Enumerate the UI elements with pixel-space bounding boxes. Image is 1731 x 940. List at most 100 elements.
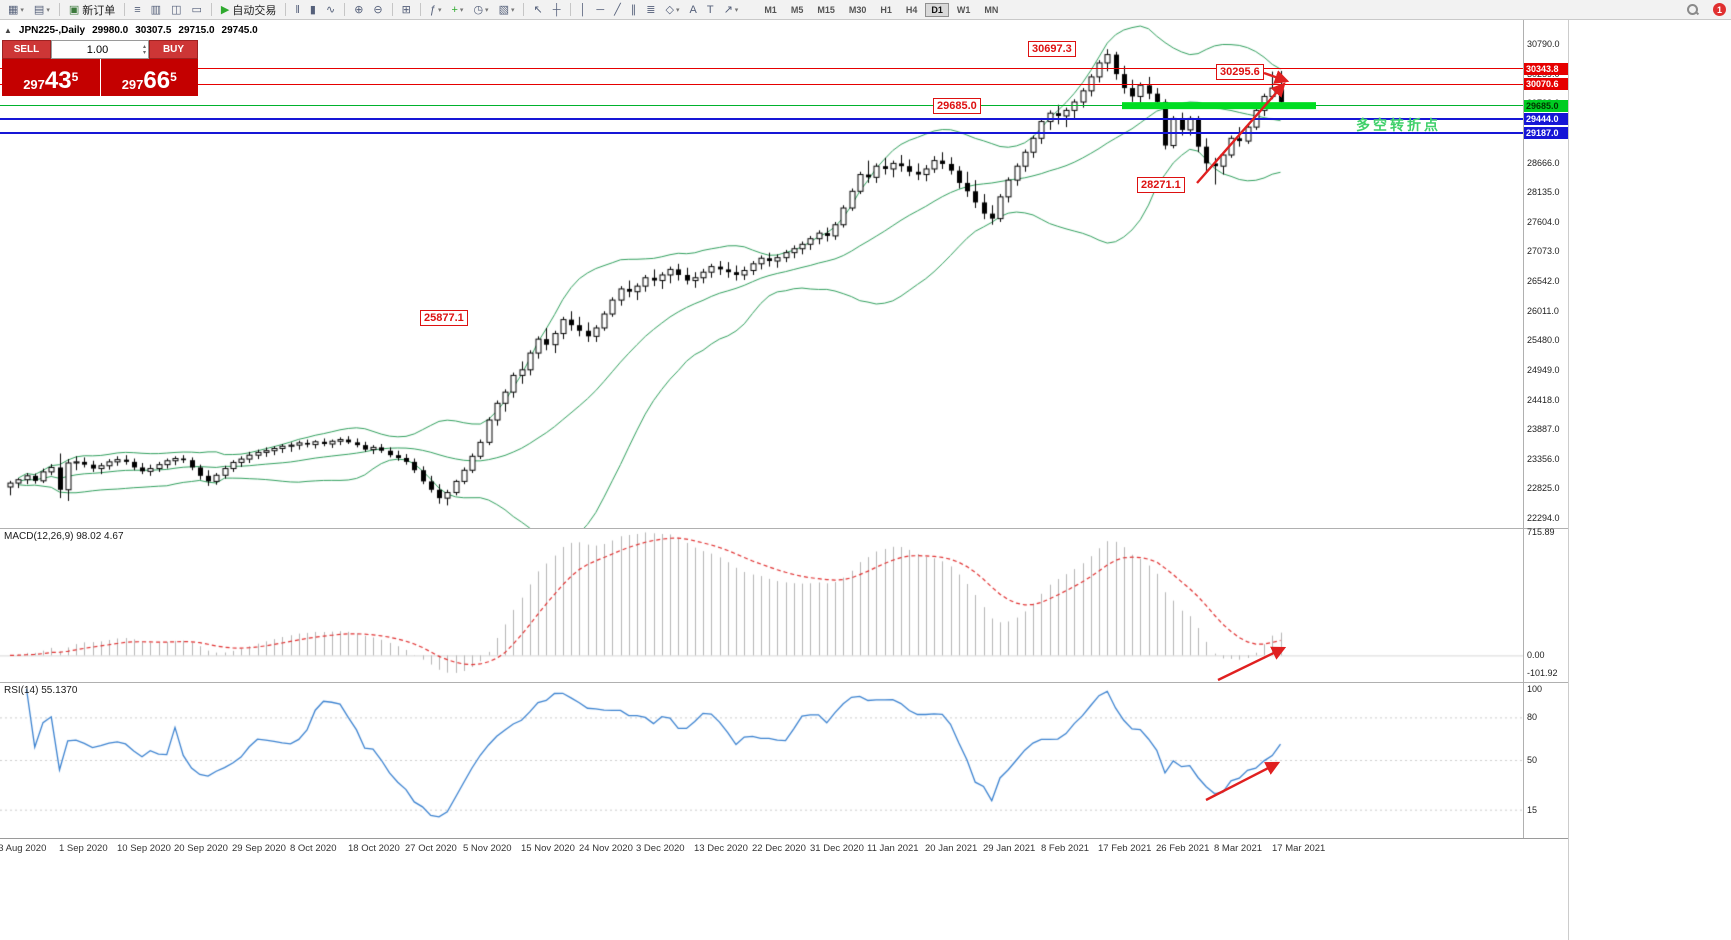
profiles-button[interactable]: ▤ ▾	[30, 2, 54, 18]
timeframe-d1[interactable]: D1	[925, 2, 949, 17]
toolbar-separator	[58, 3, 60, 16]
price-scale-label: 26542.0	[1527, 276, 1560, 286]
tile-windows-button[interactable]: ⊞	[398, 2, 415, 18]
zoom-in-button[interactable]: ⊕	[350, 2, 367, 18]
horizontal-line	[0, 68, 1523, 70]
volume-up-icon[interactable]: ▴	[142, 43, 146, 50]
new-order-button[interactable]: ▣ 新订单	[65, 2, 119, 18]
rsi-scale-label: 100	[1527, 684, 1543, 694]
date-label: 20 Jan 2021	[925, 843, 978, 854]
turning-point-note[interactable]: 多空转折点	[1356, 117, 1441, 133]
price-annotation[interactable]: 30697.3	[1028, 41, 1076, 58]
timeframe-mn[interactable]: MN	[984, 4, 999, 15]
navigator-icon: ◫	[171, 3, 182, 16]
symbol-period-label: JPN225-,Daily	[18, 25, 86, 36]
collapse-panel-icon[interactable]: ▲	[4, 26, 12, 35]
price-scale-label: 28135.0	[1527, 187, 1560, 198]
date-label: 31 Dec 2020	[810, 843, 864, 854]
line-chart-button[interactable]: ∿	[322, 2, 339, 18]
price-annotation[interactable]: 28271.1	[1137, 176, 1185, 193]
toolbar-separator	[124, 3, 126, 16]
crosshair-button[interactable]: ┼	[549, 2, 565, 18]
buy-button[interactable]: BUY	[149, 40, 198, 59]
autotrade-button-label: 自动交易	[232, 4, 277, 17]
toolbar-separator	[523, 3, 525, 16]
add-indicator-icon: +	[451, 3, 458, 16]
date-label: 17 Mar 2021	[1272, 843, 1326, 854]
market-watch-button[interactable]: ≡	[130, 2, 144, 18]
shapes-icon: ◇	[665, 3, 674, 16]
new-order-icon: ▣	[68, 3, 80, 16]
sell-price-button[interactable]: 297 43 5	[2, 59, 101, 96]
search-button[interactable]	[1682, 2, 1703, 18]
main-chart-canvas[interactable]	[0, 19, 1523, 528]
price-digits: 297	[23, 77, 45, 92]
data-window-button[interactable]: ▥	[147, 2, 165, 18]
new-chart-button[interactable]: ▦ ▾	[4, 2, 28, 18]
crosshair-icon: ┼	[552, 3, 561, 16]
price-annotation[interactable]: 29685.0	[933, 97, 981, 114]
price-annotation[interactable]: 30295.6	[1216, 63, 1264, 80]
buy-price-button[interactable]: 297 66 5	[100, 59, 198, 96]
templates-icon: ▧	[498, 3, 509, 16]
label-button[interactable]: T	[703, 2, 718, 18]
indicators-button[interactable]: ƒ ▾	[426, 2, 446, 18]
channel-button[interactable]: ∥	[627, 2, 641, 18]
cursor-button[interactable]: ↖	[529, 2, 546, 18]
volume-stepper: ▴ ▾	[51, 40, 149, 59]
toolbar-separator	[210, 3, 212, 16]
timeframe-m1[interactable]: M1	[764, 4, 777, 15]
rsi-scale-label: 80	[1527, 712, 1538, 723]
horizontal-line-button[interactable]: ─	[592, 2, 608, 18]
price-scale-label: 25480.0	[1527, 335, 1560, 346]
rsi-value: 55.1370	[41, 685, 78, 696]
text-button[interactable]: A	[686, 2, 701, 18]
timeframe-m5[interactable]: M5	[790, 4, 804, 15]
toolbar-separator	[391, 3, 393, 16]
timeframe-h4[interactable]: H4	[905, 4, 918, 15]
add-indicator-button[interactable]: + ▾	[447, 2, 467, 18]
fibonacci-button[interactable]: ≣	[642, 2, 659, 18]
price-scale-label: 24418.0	[1527, 394, 1560, 405]
price-digits: 5	[170, 70, 177, 84]
price-digits: 66	[143, 67, 171, 94]
rsi-scale-label: 50	[1527, 755, 1538, 765]
trendline-button[interactable]: ╱	[610, 2, 625, 18]
timeframe-h1[interactable]: H1	[880, 4, 892, 15]
price-scale[interactable]: 30790.030259.029728.029197.028666.028135…	[1524, 19, 1568, 856]
volume-down-icon[interactable]: ▾	[142, 49, 146, 56]
candlestick-chart-button[interactable]: ▮	[306, 2, 320, 18]
notification-badge[interactable]: 1	[1713, 3, 1726, 16]
price-annotation[interactable]: 25877.1	[420, 310, 468, 327]
candlestick-chart-icon: ▮	[309, 3, 316, 16]
macd-scale-label: -101.92	[1527, 667, 1558, 678]
templates-button[interactable]: ▧ ▾	[495, 2, 519, 18]
terminal-button[interactable]: ▭	[187, 2, 205, 18]
date-label: 29 Jan 2021	[983, 843, 1036, 854]
shapes-button[interactable]: ◇ ▾	[662, 2, 684, 18]
timeframe-w1[interactable]: W1	[956, 4, 971, 15]
date-label: 1 Sep 2020	[59, 843, 108, 854]
timeframe-m30[interactable]: M30	[848, 4, 867, 15]
macd-canvas[interactable]	[0, 528, 1523, 682]
open-value: 29980.0	[92, 25, 129, 36]
periods-button[interactable]: ◷ ▾	[469, 2, 492, 18]
navigator-button[interactable]: ◫	[167, 2, 185, 18]
toolbar-right-group: 1	[1681, 2, 1731, 18]
autotrade-button[interactable]: ▶ 自动交易	[217, 2, 280, 18]
bar-chart-button[interactable]: ‖	[291, 2, 304, 18]
timeframe-m15[interactable]: M15	[817, 4, 835, 15]
dropdown-caret-icon: ▾	[510, 6, 515, 14]
rsi-canvas[interactable]	[0, 682, 1523, 838]
volume-input[interactable]	[52, 42, 143, 57]
arrows-button[interactable]: ↗ ▾	[720, 2, 743, 18]
zoom-out-button[interactable]: ⊖	[369, 2, 386, 18]
chart-info-line: ▲ JPN225-,Daily 29980.0 30307.5 29715.0 …	[4, 25, 258, 36]
label-icon: T	[706, 3, 714, 16]
date-label: 15 Nov 2020	[521, 843, 575, 854]
date-label: 13 Dec 2020	[694, 843, 748, 854]
sell-button[interactable]: SELL	[2, 40, 51, 59]
vertical-line-button[interactable]: │	[576, 2, 591, 18]
